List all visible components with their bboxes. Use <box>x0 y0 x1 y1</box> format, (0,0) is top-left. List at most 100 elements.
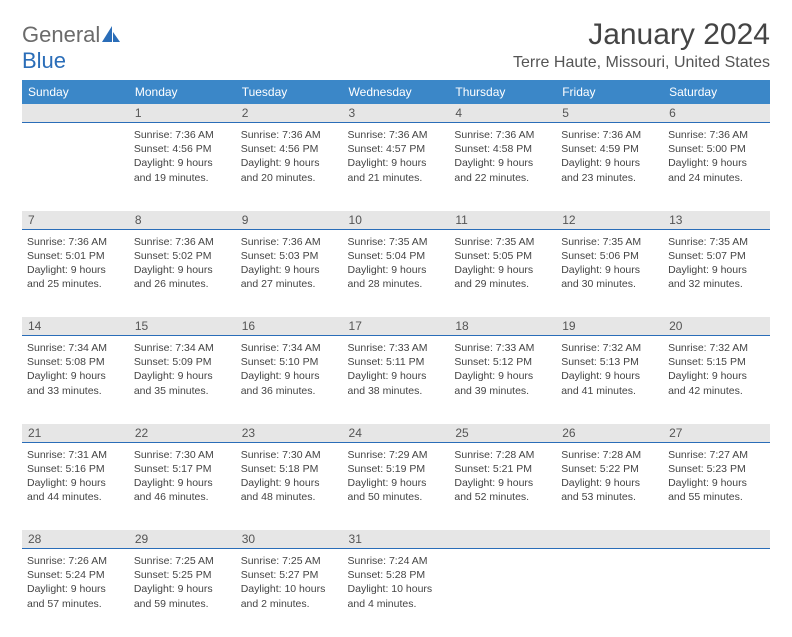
day-cell: Sunrise: 7:36 AMSunset: 5:00 PMDaylight:… <box>663 123 770 211</box>
col-sunday: Sunday <box>22 80 129 104</box>
day-cell: Sunrise: 7:36 AMSunset: 4:57 PMDaylight:… <box>343 123 450 211</box>
daynum-row: 123456 <box>22 104 770 123</box>
day-detail: Sunrise: 7:28 AMSunset: 5:21 PMDaylight:… <box>452 446 553 505</box>
day-header-row: Sunday Monday Tuesday Wednesday Thursday… <box>22 80 770 104</box>
day-cell: Sunrise: 7:35 AMSunset: 5:07 PMDaylight:… <box>663 229 770 317</box>
day-detail: Sunrise: 7:35 AMSunset: 5:06 PMDaylight:… <box>559 233 660 292</box>
day-cell: Sunrise: 7:34 AMSunset: 5:09 PMDaylight:… <box>129 336 236 424</box>
day-detail: Sunrise: 7:35 AMSunset: 5:07 PMDaylight:… <box>666 233 767 292</box>
day-cell: Sunrise: 7:25 AMSunset: 5:25 PMDaylight:… <box>129 549 236 637</box>
day-number <box>663 530 770 549</box>
daynum-row: 21222324252627 <box>22 424 770 443</box>
day-detail: Sunrise: 7:35 AMSunset: 5:04 PMDaylight:… <box>346 233 447 292</box>
day-cell: Sunrise: 7:36 AMSunset: 5:01 PMDaylight:… <box>22 229 129 317</box>
day-detail: Sunrise: 7:36 AMSunset: 4:56 PMDaylight:… <box>239 126 340 185</box>
day-cell <box>556 549 663 637</box>
col-friday: Friday <box>556 80 663 104</box>
day-number: 1 <box>129 104 236 123</box>
day-detail: Sunrise: 7:29 AMSunset: 5:19 PMDaylight:… <box>346 446 447 505</box>
day-cell: Sunrise: 7:32 AMSunset: 5:15 PMDaylight:… <box>663 336 770 424</box>
day-number: 30 <box>236 530 343 549</box>
week-row: Sunrise: 7:36 AMSunset: 5:01 PMDaylight:… <box>22 229 770 317</box>
day-number: 23 <box>236 424 343 443</box>
day-detail: Sunrise: 7:34 AMSunset: 5:09 PMDaylight:… <box>132 339 233 398</box>
day-cell: Sunrise: 7:33 AMSunset: 5:11 PMDaylight:… <box>343 336 450 424</box>
logo-word-general: General <box>22 22 100 47</box>
day-cell <box>663 549 770 637</box>
day-detail: Sunrise: 7:27 AMSunset: 5:23 PMDaylight:… <box>666 446 767 505</box>
day-number: 29 <box>129 530 236 549</box>
day-detail: Sunrise: 7:26 AMSunset: 5:24 PMDaylight:… <box>25 552 126 611</box>
day-detail: Sunrise: 7:30 AMSunset: 5:17 PMDaylight:… <box>132 446 233 505</box>
day-detail: Sunrise: 7:32 AMSunset: 5:15 PMDaylight:… <box>666 339 767 398</box>
day-cell: Sunrise: 7:36 AMSunset: 4:59 PMDaylight:… <box>556 123 663 211</box>
day-cell: Sunrise: 7:36 AMSunset: 4:56 PMDaylight:… <box>236 123 343 211</box>
day-number: 14 <box>22 317 129 336</box>
day-number: 20 <box>663 317 770 336</box>
month-title: January 2024 <box>513 18 770 52</box>
day-detail: Sunrise: 7:25 AMSunset: 5:25 PMDaylight:… <box>132 552 233 611</box>
day-number: 19 <box>556 317 663 336</box>
day-number: 11 <box>449 211 556 230</box>
daynum-row: 14151617181920 <box>22 317 770 336</box>
logo-text: General Blue <box>22 22 120 74</box>
day-number: 13 <box>663 211 770 230</box>
day-detail: Sunrise: 7:36 AMSunset: 4:58 PMDaylight:… <box>452 126 553 185</box>
day-cell: Sunrise: 7:30 AMSunset: 5:17 PMDaylight:… <box>129 442 236 530</box>
day-cell: Sunrise: 7:26 AMSunset: 5:24 PMDaylight:… <box>22 549 129 637</box>
day-detail: Sunrise: 7:36 AMSunset: 4:57 PMDaylight:… <box>346 126 447 185</box>
day-number: 31 <box>343 530 450 549</box>
day-number: 4 <box>449 104 556 123</box>
day-number <box>22 104 129 123</box>
day-detail: Sunrise: 7:31 AMSunset: 5:16 PMDaylight:… <box>25 446 126 505</box>
day-number <box>449 530 556 549</box>
day-number: 10 <box>343 211 450 230</box>
day-detail: Sunrise: 7:36 AMSunset: 5:01 PMDaylight:… <box>25 233 126 292</box>
col-tuesday: Tuesday <box>236 80 343 104</box>
day-number: 21 <box>22 424 129 443</box>
day-cell <box>22 123 129 211</box>
day-detail: Sunrise: 7:36 AMSunset: 4:56 PMDaylight:… <box>132 126 233 185</box>
day-cell: Sunrise: 7:34 AMSunset: 5:10 PMDaylight:… <box>236 336 343 424</box>
day-detail: Sunrise: 7:33 AMSunset: 5:11 PMDaylight:… <box>346 339 447 398</box>
day-detail: Sunrise: 7:36 AMSunset: 5:02 PMDaylight:… <box>132 233 233 292</box>
day-cell: Sunrise: 7:29 AMSunset: 5:19 PMDaylight:… <box>343 442 450 530</box>
day-detail: Sunrise: 7:34 AMSunset: 5:08 PMDaylight:… <box>25 339 126 398</box>
logo-word-blue: Blue <box>22 48 66 73</box>
day-cell: Sunrise: 7:30 AMSunset: 5:18 PMDaylight:… <box>236 442 343 530</box>
day-number: 25 <box>449 424 556 443</box>
day-cell: Sunrise: 7:36 AMSunset: 5:03 PMDaylight:… <box>236 229 343 317</box>
day-detail: Sunrise: 7:36 AMSunset: 5:00 PMDaylight:… <box>666 126 767 185</box>
day-detail: Sunrise: 7:32 AMSunset: 5:13 PMDaylight:… <box>559 339 660 398</box>
day-number: 2 <box>236 104 343 123</box>
day-cell: Sunrise: 7:35 AMSunset: 5:06 PMDaylight:… <box>556 229 663 317</box>
day-detail: Sunrise: 7:28 AMSunset: 5:22 PMDaylight:… <box>559 446 660 505</box>
col-thursday: Thursday <box>449 80 556 104</box>
day-cell: Sunrise: 7:36 AMSunset: 5:02 PMDaylight:… <box>129 229 236 317</box>
day-detail: Sunrise: 7:36 AMSunset: 5:03 PMDaylight:… <box>239 233 340 292</box>
week-row: Sunrise: 7:31 AMSunset: 5:16 PMDaylight:… <box>22 442 770 530</box>
day-number: 22 <box>129 424 236 443</box>
day-number: 26 <box>556 424 663 443</box>
day-number: 15 <box>129 317 236 336</box>
page-header: General Blue January 2024 Terre Haute, M… <box>22 18 770 74</box>
day-number: 12 <box>556 211 663 230</box>
day-number <box>556 530 663 549</box>
day-cell: Sunrise: 7:31 AMSunset: 5:16 PMDaylight:… <box>22 442 129 530</box>
day-number: 8 <box>129 211 236 230</box>
day-number: 6 <box>663 104 770 123</box>
logo: General Blue <box>22 18 120 74</box>
day-detail: Sunrise: 7:35 AMSunset: 5:05 PMDaylight:… <box>452 233 553 292</box>
col-saturday: Saturday <box>663 80 770 104</box>
day-detail: Sunrise: 7:33 AMSunset: 5:12 PMDaylight:… <box>452 339 553 398</box>
sail-icon <box>102 26 120 42</box>
day-number: 9 <box>236 211 343 230</box>
day-detail: Sunrise: 7:34 AMSunset: 5:10 PMDaylight:… <box>239 339 340 398</box>
day-number: 16 <box>236 317 343 336</box>
day-cell: Sunrise: 7:35 AMSunset: 5:05 PMDaylight:… <box>449 229 556 317</box>
day-cell <box>449 549 556 637</box>
day-cell: Sunrise: 7:36 AMSunset: 4:58 PMDaylight:… <box>449 123 556 211</box>
day-number: 7 <box>22 211 129 230</box>
day-detail: Sunrise: 7:24 AMSunset: 5:28 PMDaylight:… <box>346 552 447 611</box>
daynum-row: 78910111213 <box>22 211 770 230</box>
